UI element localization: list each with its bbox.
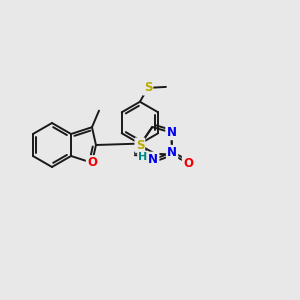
Text: N: N [167, 126, 176, 139]
Text: O: O [183, 157, 193, 169]
Text: H: H [138, 152, 148, 162]
Text: O: O [87, 156, 97, 169]
Text: N: N [148, 153, 158, 166]
Text: S: S [136, 139, 144, 152]
Text: N: N [167, 146, 177, 159]
Text: S: S [144, 81, 152, 94]
